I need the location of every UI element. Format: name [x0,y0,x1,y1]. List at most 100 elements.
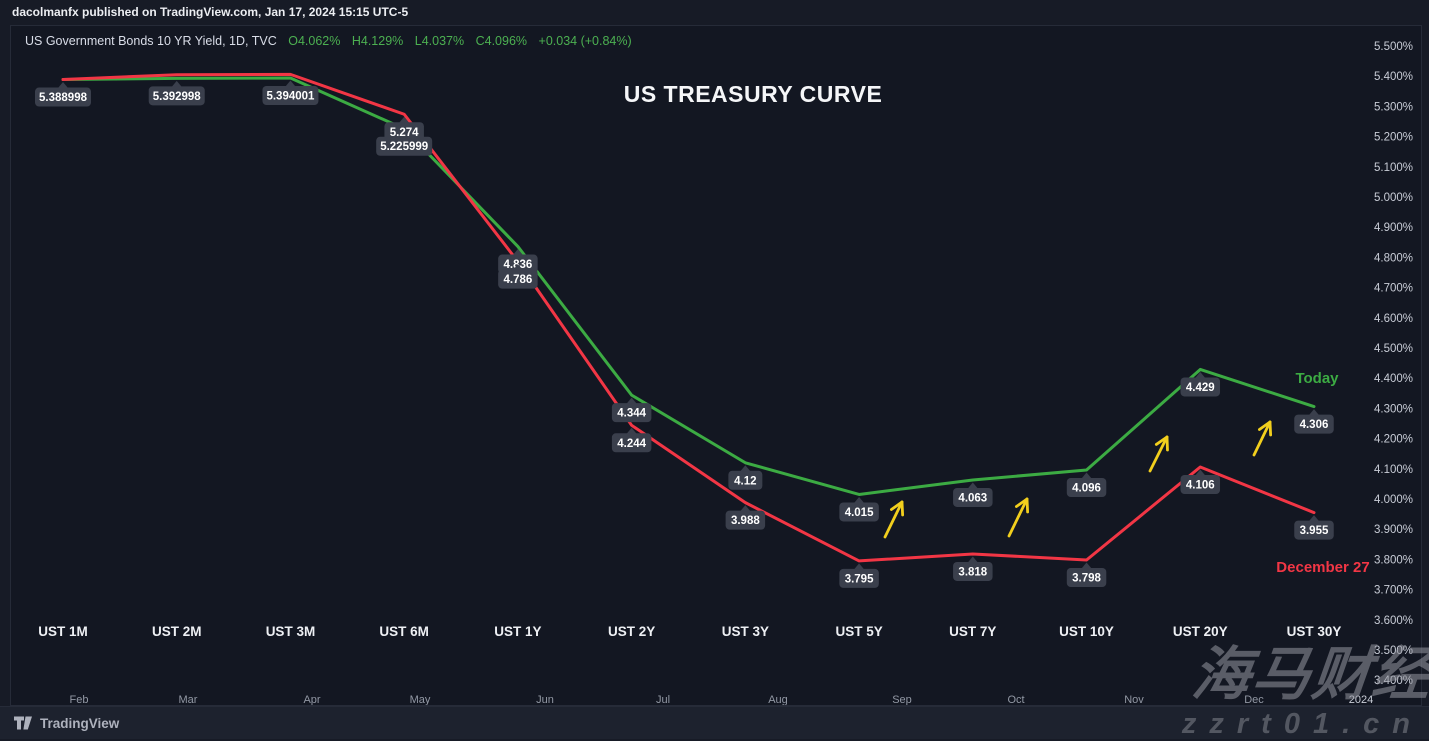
month-label: Oct [1007,694,1024,705]
svg-text:4.106: 4.106 [1186,479,1215,491]
month-label: 2024 [1349,694,1373,705]
ohlc-low: L4.037% [415,34,464,48]
point-label: 4.096 [1067,473,1107,498]
svg-text:3.955: 3.955 [1300,525,1329,537]
svg-text:3.988: 3.988 [731,515,760,527]
point-label: 4.429 [1181,372,1221,397]
maturity-label: UST 3Y [722,624,769,639]
y-axis-tick: 5.300% [1374,101,1413,113]
point-label: 3.795 [839,563,879,588]
y-axis-tick: 5.100% [1374,162,1413,174]
point-label: 5.274 [384,117,424,142]
svg-text:5.388998: 5.388998 [39,92,88,104]
ohlc-close: C4.096% [476,34,527,48]
publisher-bar: dacolmanfx published on TradingView.com,… [0,0,1429,25]
y-axis-tick: 4.100% [1374,464,1413,476]
maturity-label: UST 1M [38,624,88,639]
today-series-label: Today [1295,370,1339,387]
up-arrow-icon[interactable] [1150,437,1167,471]
y-axis-tick: 4.800% [1374,252,1413,264]
up-arrow-icon[interactable] [1009,499,1028,536]
svg-text:4.244: 4.244 [617,438,646,450]
page-title: US TREASURY CURVE [624,81,883,108]
point-label: 4.015 [839,497,879,521]
publisher-text: dacolmanfx published on TradingView.com,… [12,5,408,19]
y-axis-tick: 4.500% [1374,343,1413,355]
svg-text:3.798: 3.798 [1072,573,1101,585]
y-axis-tick: 4.300% [1374,403,1413,415]
month-label: Mar [179,694,198,705]
point-label: 5.392998 [149,81,205,106]
month-label: Sep [892,694,912,705]
footer: TradingView [0,706,1429,739]
point-label: 5.388998 [35,82,91,107]
symbol-title[interactable]: US Government Bonds 10 YR Yield, 1D, TVC [25,34,277,48]
tradingview-logo-icon[interactable] [14,715,33,731]
point-label: 5.394001 [262,81,318,106]
maturity-label: UST 20Y [1173,624,1228,639]
svg-text:4.015: 4.015 [845,507,874,519]
maturity-label: UST 1Y [494,624,541,639]
y-axis-tick: 5.200% [1374,132,1413,144]
maturity-label: UST 2M [152,624,202,639]
y-axis-tick: 4.900% [1374,222,1413,234]
y-axis-tick: 4.400% [1374,373,1413,385]
tradingview-brand-text[interactable]: TradingView [40,716,119,731]
maturity-label: UST 7Y [949,624,996,639]
y-axis-tick: 4.600% [1374,313,1413,325]
svg-text:4.12: 4.12 [734,475,756,487]
ohlc-change: +0.034 (+0.84%) [539,34,632,48]
y-axis-tick: 3.800% [1374,554,1413,566]
december-27-line[interactable] [63,74,1314,561]
today-line[interactable] [63,78,1314,494]
maturity-label: UST 30Y [1287,624,1342,639]
month-label: Jun [536,694,554,705]
y-axis-tick: 4.200% [1374,434,1413,446]
svg-text:4.306: 4.306 [1300,419,1329,431]
svg-text:4.096: 4.096 [1072,483,1101,495]
maturity-label: UST 10Y [1059,624,1114,639]
month-label: May [410,694,431,705]
svg-text:5.392998: 5.392998 [153,91,202,103]
svg-text:3.795: 3.795 [845,573,874,585]
month-label: Feb [70,694,89,705]
point-label: 4.063 [953,482,993,507]
y-axis-tick: 3.500% [1374,645,1413,657]
month-label: Apr [303,694,320,705]
chart-canvas[interactable]: 5.500%5.400%5.300%5.200%5.100%5.000%4.90… [11,26,1421,705]
svg-text:5.394001: 5.394001 [266,91,315,103]
y-axis-tick: 4.000% [1374,494,1413,506]
point-label: 3.818 [953,556,993,581]
point-label: 3.955 [1294,515,1334,540]
svg-text:4.344: 4.344 [617,408,646,420]
y-axis-tick: 3.900% [1374,524,1413,536]
point-label: 4.244 [612,428,652,453]
svg-text:4.786: 4.786 [504,274,533,286]
svg-text:4.429: 4.429 [1186,382,1215,394]
maturity-label: UST 5Y [835,624,882,639]
point-label: 4.12 [728,465,762,490]
y-axis-tick: 3.700% [1374,585,1413,597]
up-arrow-icon[interactable] [885,502,903,537]
chart-legend-row[interactable]: US Government Bonds 10 YR Yield, 1D, TVC… [25,34,632,48]
month-label: Dec [1244,694,1264,705]
december-series-label: December 27 [1276,559,1369,576]
point-label: 4.306 [1294,409,1334,434]
ohlc-high: H4.129% [352,34,403,48]
chart-pane[interactable]: US Government Bonds 10 YR Yield, 1D, TVC… [10,25,1422,706]
point-label: 3.798 [1067,563,1107,588]
maturity-label: UST 6M [379,624,429,639]
y-axis-tick: 3.600% [1374,615,1413,627]
y-axis-tick: 5.400% [1374,71,1413,83]
month-label: Nov [1124,694,1144,705]
svg-text:5.274: 5.274 [390,127,419,139]
y-axis-tick: 4.700% [1374,283,1413,295]
up-arrow-icon[interactable] [1254,422,1271,455]
y-axis-tick: 3.400% [1374,675,1413,687]
month-label: Aug [768,694,788,705]
maturity-label: UST 2Y [608,624,655,639]
svg-text:4.063: 4.063 [958,492,987,504]
svg-text:5.225999: 5.225999 [380,141,428,153]
ohlc-open: O4.062% [288,34,340,48]
y-axis-tick: 5.500% [1374,41,1413,53]
